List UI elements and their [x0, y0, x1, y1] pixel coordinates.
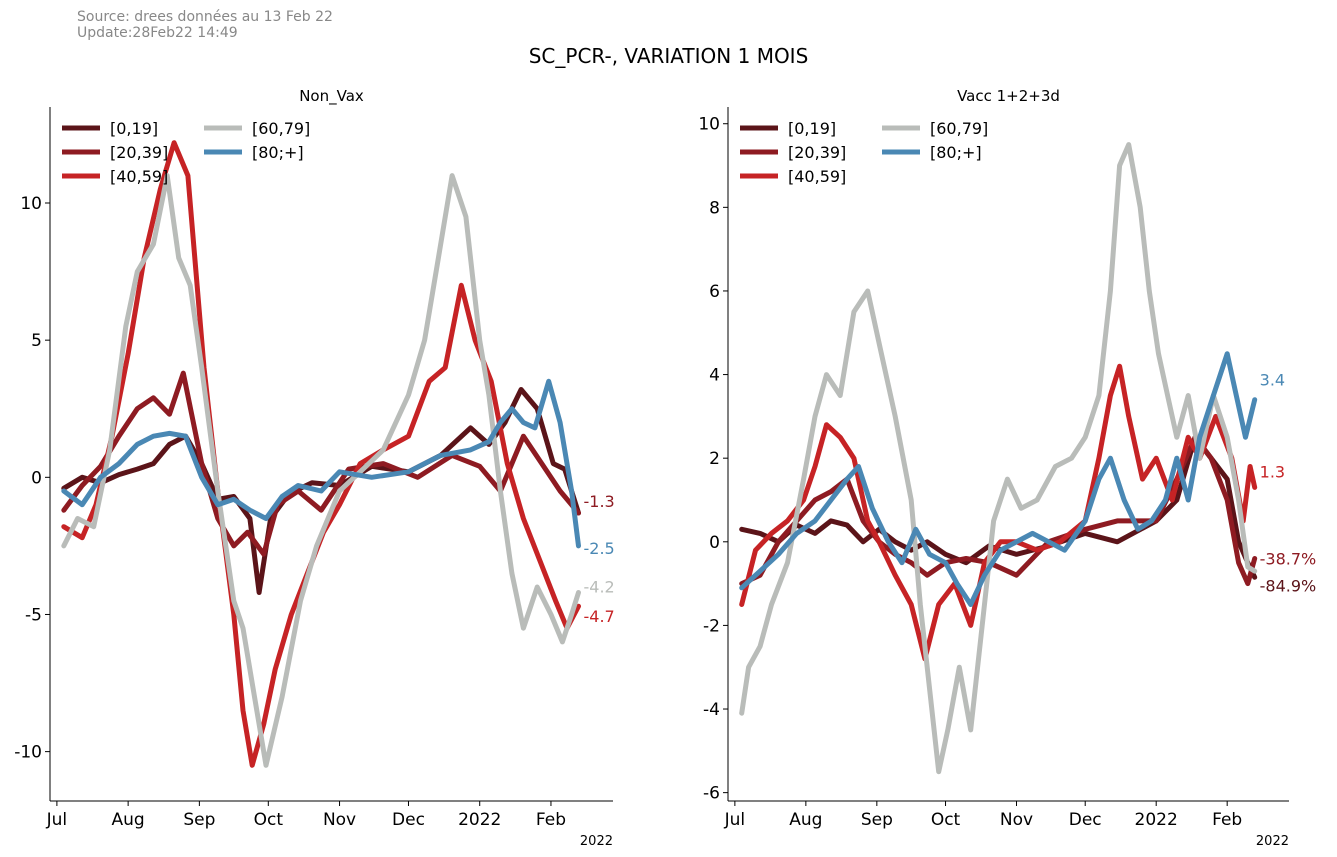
x-tick-label: Dec [392, 810, 425, 830]
y-tick-label: -6 [703, 784, 720, 804]
series-line-60-79 [61, 173, 581, 768]
x-tick-label: Aug [789, 810, 822, 830]
y-tick-label: 10 [20, 194, 42, 214]
legend-label: [40,59] [110, 167, 168, 186]
series-end-label: -1.3 [584, 492, 615, 511]
y-tick-label: 5 [31, 331, 42, 351]
series-line-80 [61, 378, 581, 549]
y-tick-label: 0 [709, 533, 720, 553]
x-tick-label: Jul [46, 810, 68, 830]
x-offset-label: 2022 [1256, 834, 1289, 849]
x-tick-label: Jul [724, 810, 746, 830]
legend-label: [80;+] [252, 143, 304, 162]
series-line-60-79 [739, 142, 1258, 775]
source-note: Source: drees données au 13 Feb 22 [77, 9, 333, 25]
legend-label: [60,79] [930, 119, 988, 138]
panel-title: Non_Vax [299, 87, 364, 106]
x-tick-label: Sep [861, 810, 893, 830]
x-tick-label: Oct [254, 810, 284, 830]
x-tick-label: Nov [323, 810, 356, 830]
update-note: Update:28Feb22 14:49 [77, 25, 238, 41]
series-end-label: 1.3 [1260, 462, 1285, 481]
legend-label: [20,39] [110, 143, 168, 162]
legend-label: [80;+] [930, 143, 982, 162]
legend-label: [40,59] [788, 167, 846, 186]
series-end-label: -4.7 [584, 607, 615, 626]
x-tick-label: Oct [931, 810, 961, 830]
legend-label: [0,19] [110, 119, 158, 138]
y-tick-label: 2 [709, 449, 720, 469]
series-end-label: 3.4 [1260, 371, 1285, 390]
y-tick-label: -5 [25, 605, 42, 625]
series-line-40-59 [61, 140, 581, 768]
y-tick-label: 10 [698, 115, 720, 135]
panel-non-vax: Non_Vax 10 5 0 -5 -10 Jul Aug Sep Oct Nov Dec 2022 Fe… [14, 87, 615, 849]
series-end-label: -4.2 [584, 578, 615, 597]
x-tick-label: Aug [112, 810, 145, 830]
series-line-80 [739, 351, 1258, 607]
y-tick-label: -2 [703, 616, 720, 636]
series-line-20-39 [739, 434, 1258, 587]
y-tick-label: 8 [709, 198, 720, 218]
series-end-label: -84.9% [1260, 576, 1317, 595]
legend-label: [60,79] [252, 119, 310, 138]
x-tick-label: 2022 [458, 810, 501, 830]
y-tick-label: 0 [31, 468, 42, 488]
series-line-40-59 [739, 363, 1258, 662]
series-end-label: -38.7% [1260, 550, 1317, 569]
legend-label: [20,39] [788, 143, 846, 162]
x-tick-label: Feb [536, 810, 566, 830]
y-tick-label: -10 [14, 743, 42, 763]
x-tick-label: Dec [1069, 810, 1102, 830]
x-tick-label: 2022 [1135, 810, 1178, 830]
y-tick-label: 6 [709, 282, 720, 302]
panel-title: Vacc 1+2+3d [957, 87, 1060, 105]
x-tick-label: Nov [1000, 810, 1033, 830]
legend-label: [0,19] [788, 119, 836, 138]
figure-title: SC_PCR-, VARIATION 1 MOIS [528, 44, 809, 68]
x-tick-label: Feb [1212, 810, 1242, 830]
x-tick-label: Sep [183, 810, 215, 830]
series-line-20-39 [61, 370, 581, 557]
y-tick-label: -4 [703, 700, 720, 720]
y-tick-label: 4 [709, 366, 720, 386]
series-end-label: -2.5 [584, 539, 615, 558]
x-offset-label: 2022 [580, 834, 613, 849]
